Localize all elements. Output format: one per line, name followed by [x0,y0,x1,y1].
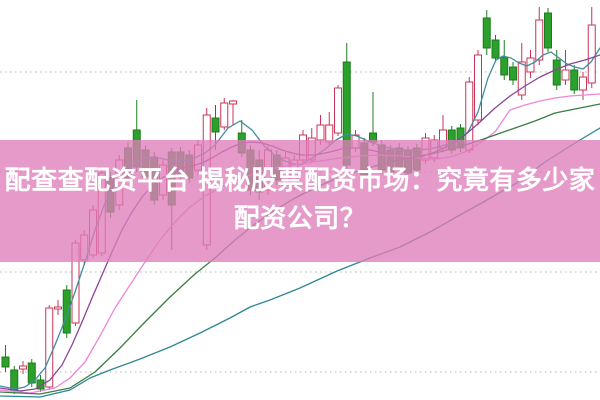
candle-body-up [220,102,229,128]
candle-body-down [211,117,220,133]
candle-body-down [482,17,491,49]
candle-body-down [544,12,552,49]
candle-body-up [561,69,570,81]
candle-body-down [1,356,10,368]
candle-body-up [54,306,62,310]
candle-body-down [500,56,509,76]
candle-body-down [509,66,517,81]
candle-body-down [36,379,45,390]
headline-banner: 配查查配资平台 揭秘股票配资市场：究竟有多少家 配资公司？ [0,140,600,262]
candle-body-up [587,24,596,84]
candle-body-down [62,289,71,334]
candle-body-up [316,124,325,141]
candle-body-up [474,54,482,121]
candle-body-up [19,365,27,370]
headline-line-2: 配资公司？ [233,203,367,233]
candle-body-up [334,87,342,134]
candle-body-up [229,100,237,105]
candle-body-up [517,61,526,96]
candle-body-down [10,369,19,391]
candle-body-down [552,59,561,86]
candle-body-down [491,39,500,59]
candle-body-up [535,19,544,61]
candle-body-up [526,57,535,73]
candle-body-up [579,76,587,91]
candle-body-down [570,69,579,91]
candle-body-up [45,307,54,388]
headline-line-1: 配查查配资平台 揭秘股票配资市场：究竟有多少家 [4,165,596,195]
